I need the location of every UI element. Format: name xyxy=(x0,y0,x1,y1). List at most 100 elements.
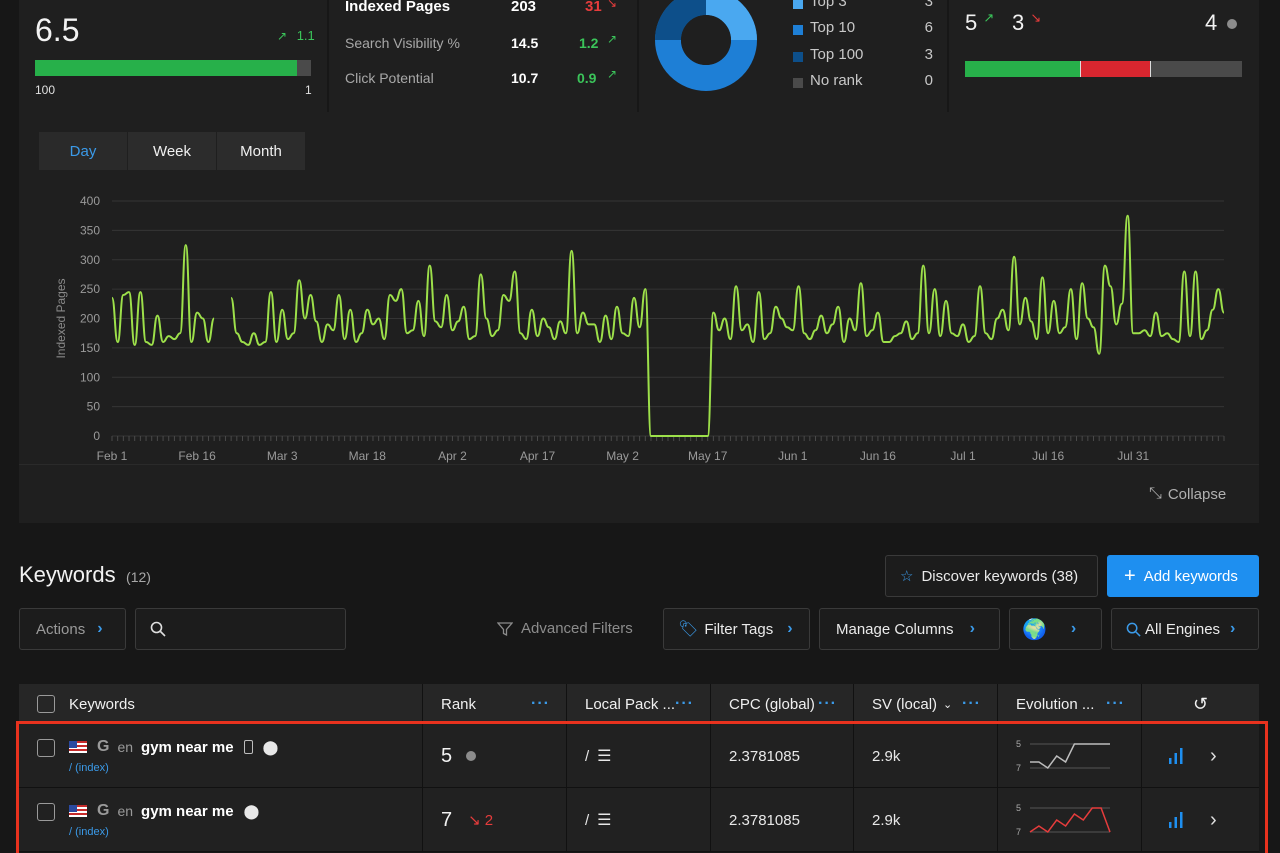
more-options-icon[interactable]: ··· xyxy=(531,695,550,712)
score-value: 6.5 xyxy=(35,12,80,48)
table-row[interactable]: G en gym near me ⬤ / (index) 7 ↘ 2 / ☰ 2.3… xyxy=(19,788,1259,852)
bar-chart-icon[interactable] xyxy=(1168,747,1184,765)
language-code: en xyxy=(117,803,134,819)
discover-keywords-button[interactable]: ☆ Discover keywords (38) xyxy=(885,555,1098,597)
language-code: en xyxy=(117,739,134,755)
x-tick-label: Mar 18 xyxy=(349,449,387,463)
list-icon[interactable]: ☰ xyxy=(597,748,612,765)
rank-cell: 7 ↘ 2 xyxy=(423,788,567,852)
legend-swatch xyxy=(793,0,803,9)
keywords-title-group: Keywords (12) xyxy=(19,562,151,588)
more-options-icon[interactable]: ··· xyxy=(1106,695,1125,712)
evolution-sparkline: 57 xyxy=(1016,739,1110,773)
search-input[interactable] xyxy=(174,621,344,637)
cpc-cell: 2.3781085 xyxy=(711,724,854,788)
metric-value: 10.7 xyxy=(511,70,539,86)
header-refresh[interactable]: ↺ xyxy=(1142,684,1259,724)
period-toggle: Day Week Month xyxy=(39,132,306,170)
spark-bottom-label: 7 xyxy=(1016,763,1021,773)
keyword-text[interactable]: gym near me xyxy=(141,802,234,820)
keyword-url-link[interactable]: / (index) xyxy=(69,762,109,774)
y-tick-label: 0 xyxy=(93,429,100,443)
row-actions-cell: › xyxy=(1142,788,1259,852)
chevron-right-icon: › xyxy=(1230,620,1236,637)
bar-chart-icon[interactable] xyxy=(1168,811,1184,829)
more-options-icon[interactable]: ··· xyxy=(818,695,837,712)
metric-label: Indexed Pages xyxy=(345,0,451,15)
filter-tags-button[interactable]: 🏷︎ Filter Tags › xyxy=(663,608,810,650)
google-icon: G xyxy=(97,738,110,755)
rank-legend-item: Top 10 6 xyxy=(793,19,933,39)
keyword-text[interactable]: gym near me xyxy=(141,738,234,756)
collapse-button[interactable]: ⤡ Collapse xyxy=(1149,485,1227,503)
all-engines-button[interactable]: All Engines › xyxy=(1111,608,1259,650)
row-actions-cell: › xyxy=(1142,724,1259,788)
rank-donut-chart xyxy=(655,0,757,91)
keywords-title: Keywords xyxy=(19,562,116,587)
period-week-button[interactable]: Week xyxy=(128,132,217,170)
chevron-right-icon: › xyxy=(1070,620,1077,637)
chevron-right-icon[interactable]: › xyxy=(1210,808,1217,831)
us-flag-icon xyxy=(69,741,87,753)
manage-columns-button[interactable]: Manage Columns › xyxy=(819,608,1000,650)
x-tick-label: Feb 1 xyxy=(97,449,128,463)
collapse-icon: ⤡ xyxy=(1149,485,1162,502)
arrow-down-icon: ↘ xyxy=(607,0,618,10)
table-row[interactable]: G en gym near me ⬤ / (index) 5 / ☰ 2.378… xyxy=(19,724,1259,788)
more-options-icon[interactable]: ··· xyxy=(675,695,694,712)
spark-top-label: 5 xyxy=(1016,739,1021,749)
row-checkbox[interactable] xyxy=(37,803,55,821)
row-checkbox[interactable] xyxy=(37,739,55,757)
metric-row: Click Potential 10.7 0.9 ↗ xyxy=(345,67,625,90)
y-tick-label: 50 xyxy=(87,400,101,414)
select-all-checkbox[interactable] xyxy=(37,695,55,713)
rank-legend-item: Top 3 3 xyxy=(793,0,933,13)
unchanged: 4 xyxy=(1205,10,1238,36)
legend-swatch xyxy=(793,25,803,35)
chevron-right-icon: › xyxy=(787,620,793,637)
y-tick-label: 150 xyxy=(80,341,100,355)
arrow-up-icon: ↗ xyxy=(983,10,995,25)
spark-bottom-label: 7 xyxy=(1016,827,1021,837)
header-rank[interactable]: Rank ··· xyxy=(423,684,567,724)
keyword-cell: G en gym near me ⬤ / (index) xyxy=(19,724,423,788)
sv-cell: 2.9k xyxy=(854,724,998,788)
score-bar xyxy=(35,60,311,76)
search-box[interactable] xyxy=(135,608,346,650)
header-cpc[interactable]: CPC (global) ··· xyxy=(711,684,854,724)
arrow-up-icon: ↗ xyxy=(277,29,288,43)
period-day-button[interactable]: Day xyxy=(39,132,128,170)
region-selector[interactable]: 🌍 › xyxy=(1009,608,1102,650)
chevron-right-icon: › xyxy=(97,620,103,637)
arrow-up-icon: ↗ xyxy=(607,67,618,81)
movement-bar-up xyxy=(965,61,1082,77)
us-flag-icon xyxy=(69,805,87,817)
metric-value: 203 xyxy=(511,0,537,15)
rank-legend-item: Top 100 3 xyxy=(793,46,933,66)
y-axis-label: Indexed Pages xyxy=(54,278,68,358)
chevron-right-icon[interactable]: › xyxy=(1210,744,1217,767)
x-tick-label: Apr 2 xyxy=(438,449,467,463)
header-evolution[interactable]: Evolution ... ··· xyxy=(998,684,1142,724)
more-options-icon[interactable]: ··· xyxy=(962,695,981,712)
arrow-up-icon: ↗ xyxy=(607,32,618,46)
x-tick-label: Jul 16 xyxy=(1032,449,1064,463)
x-tick-label: Jul 31 xyxy=(1117,449,1149,463)
advanced-filters-button[interactable]: Advanced Filters xyxy=(497,620,633,637)
movement-bar xyxy=(965,61,1242,77)
score-bar-left-label: 100 xyxy=(35,83,56,97)
header-sv[interactable]: SV (local) ⌄ ··· xyxy=(854,684,998,724)
keyword-url-link[interactable]: / (index) xyxy=(69,826,109,838)
x-tick-label: Apr 17 xyxy=(520,449,556,463)
spark-line xyxy=(1029,807,1111,834)
add-keywords-button[interactable]: + Add keywords xyxy=(1107,555,1259,597)
header-local-pack[interactable]: Local Pack ... ··· xyxy=(567,684,711,724)
y-tick-label: 400 xyxy=(80,194,100,208)
period-month-button[interactable]: Month xyxy=(217,132,306,170)
actions-dropdown[interactable]: Actions › xyxy=(19,608,126,650)
x-tick-label: May 2 xyxy=(606,449,639,463)
x-tick-label: Feb 16 xyxy=(178,449,216,463)
metric-row: Search Visibility % 14.5 1.2 ↗ xyxy=(345,32,625,55)
list-icon[interactable]: ☰ xyxy=(597,812,612,829)
